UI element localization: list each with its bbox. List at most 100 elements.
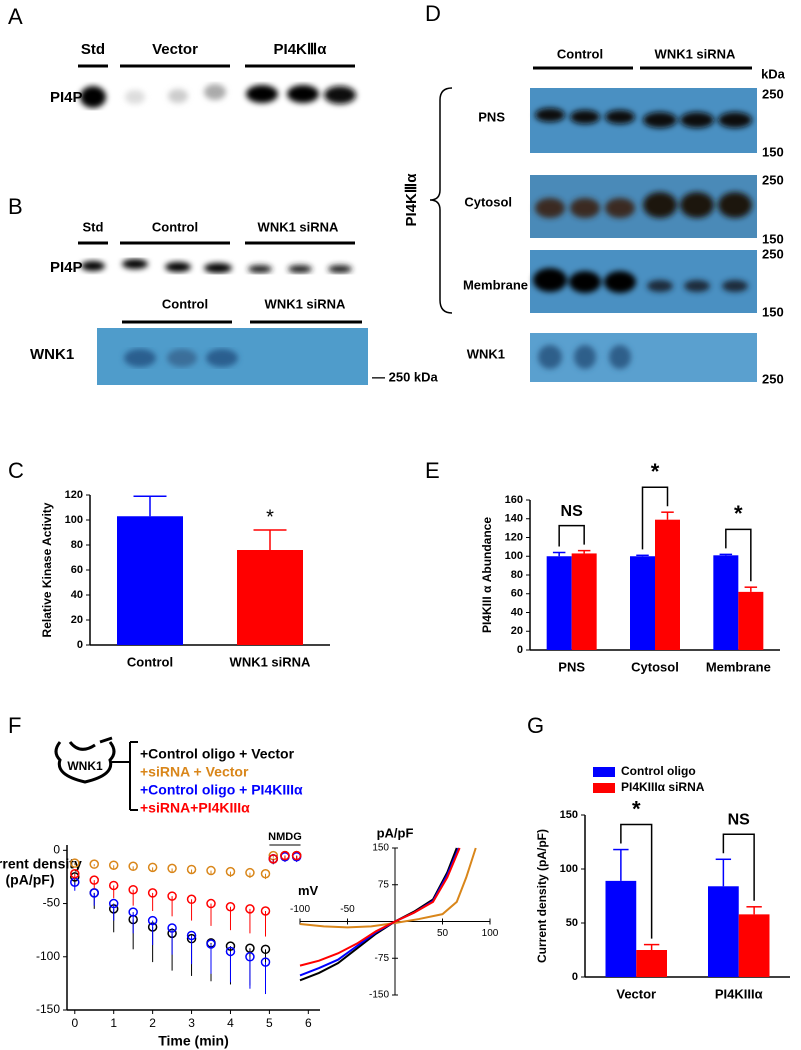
significance: * — [632, 796, 641, 821]
data-point — [291, 850, 302, 861]
group-label: PI4KⅢα — [403, 173, 420, 227]
membrane — [530, 333, 757, 382]
x-tick-label: 50 — [437, 928, 449, 939]
data-point — [128, 884, 138, 895]
y-tick-label: 100 — [65, 514, 83, 526]
x-tick-label: 1 — [110, 1016, 117, 1030]
y-tick-label: 80 — [71, 539, 83, 551]
lane-header: PI4KⅢα — [274, 41, 328, 58]
data-point — [147, 888, 158, 898]
row-label: PI4P — [50, 89, 83, 106]
y-tick-label: 20 — [71, 614, 83, 626]
x-axis-label: Time (min) — [158, 1033, 229, 1049]
iv-curve — [299, 847, 477, 929]
x-axis-label: mV — [298, 883, 319, 898]
y-tick-label: 100 — [505, 550, 523, 562]
panel-label: A — [8, 4, 23, 29]
bands — [124, 349, 238, 367]
y-axis-label: Current density (pA/pF) — [535, 829, 549, 963]
data-point — [186, 894, 197, 905]
data-point — [206, 898, 216, 909]
y-tick-label: 60 — [71, 564, 83, 576]
size-marker: 250 — [762, 246, 784, 261]
x-tick-label: 6 — [305, 1016, 312, 1030]
x-tick-label: 2 — [149, 1016, 156, 1030]
lane-header: Vector — [152, 41, 198, 58]
y-tick-label: 0 — [77, 639, 83, 651]
bar — [738, 591, 764, 650]
row-label: Membrane — [463, 277, 528, 292]
lane-header: Std — [81, 41, 105, 58]
significance: * — [266, 506, 274, 528]
data-point — [245, 952, 255, 962]
data-point — [186, 864, 197, 875]
y-tick-label: 40 — [71, 589, 83, 601]
bar — [636, 950, 667, 977]
panel-label: E — [425, 458, 440, 483]
x-tick-label: 0 — [71, 1016, 78, 1030]
panel-label: F — [8, 713, 21, 738]
bar — [605, 880, 637, 977]
data-point — [70, 872, 80, 882]
y-tick-label: -100 — [36, 949, 60, 963]
data-point — [225, 946, 236, 957]
y-tick-label: 0 — [53, 842, 60, 856]
data-point — [225, 941, 236, 951]
membrane — [530, 250, 757, 313]
y-axis-label: Current density — [0, 856, 82, 872]
bar — [117, 516, 183, 645]
data-point — [167, 891, 177, 901]
significance: * — [651, 459, 660, 484]
data-point — [108, 898, 119, 909]
annotation: NMDG — [268, 831, 302, 843]
y-axis-label: Relative Kinase Activity — [40, 502, 54, 637]
data-point — [89, 859, 99, 869]
row-label: Cytosol — [464, 194, 512, 209]
size-marker: 250 — [762, 371, 784, 386]
legend-label: PI4KIIIα siRNA — [621, 780, 705, 794]
lane-header: Control — [162, 296, 208, 311]
y-tick-label: -75 — [375, 953, 390, 964]
y-tick-label: 0 — [572, 971, 578, 983]
lane-header: Control — [152, 219, 198, 234]
y-tick-label: -150 — [36, 1002, 60, 1016]
x-tick-label: -100 — [290, 904, 310, 915]
bracket — [620, 823, 653, 939]
data-point — [89, 875, 99, 885]
lane-header: Control — [557, 46, 603, 61]
legend-swatch — [593, 767, 615, 777]
data-point — [70, 858, 80, 868]
y-tick-label: 60 — [511, 588, 523, 600]
size-marker: 150 — [762, 304, 784, 319]
size-marker: 250 — [762, 86, 784, 101]
blot-b: Std Control WNK1 siRNA PI4P Control WNK1… — [30, 219, 439, 385]
bracket — [722, 833, 755, 901]
blot-a: Std Vector PI4KⅢα PI4P — [50, 41, 356, 108]
data-point — [206, 865, 216, 876]
node-label: WNK1 — [67, 759, 103, 773]
x-tick-label: 5 — [266, 1016, 273, 1030]
legend-label: +Control oligo + PI4KIIIα — [140, 782, 303, 798]
legend-label: +siRNA + Vector — [140, 764, 249, 780]
data-point — [108, 860, 119, 870]
panel-label: D — [425, 1, 441, 26]
x-tick-label: 4 — [227, 1016, 234, 1030]
x-tick-label: PNS — [558, 659, 585, 674]
data-point — [167, 863, 177, 874]
significance: NS — [728, 811, 751, 828]
bar — [655, 519, 680, 650]
data-point — [206, 939, 216, 949]
x-tick-label: 100 — [482, 928, 499, 939]
y-tick-label: 140 — [505, 513, 523, 525]
bands — [80, 84, 356, 108]
data-point — [70, 868, 80, 879]
bar — [546, 556, 572, 650]
y-tick-label: 50 — [566, 917, 578, 929]
data-point — [147, 862, 158, 873]
data-point — [186, 930, 197, 941]
bracket — [112, 741, 138, 811]
bracket — [725, 528, 752, 582]
x-tick-label: 3 — [188, 1016, 195, 1030]
x-tick-label: WNK1 siRNA — [230, 654, 312, 669]
